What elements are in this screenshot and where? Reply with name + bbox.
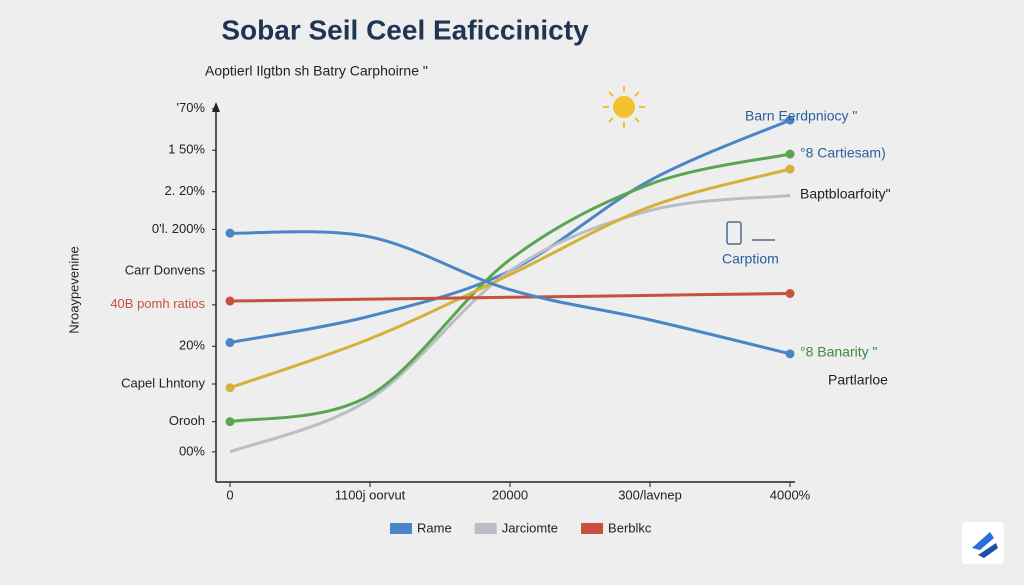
annotation: Carptiom bbox=[722, 251, 779, 267]
y-axis-arrow bbox=[212, 102, 220, 112]
y-tick-label: 0'l. 200% bbox=[152, 221, 206, 236]
y-tick-label: Capel Lhntony bbox=[121, 375, 205, 390]
x-tick-label: 20000 bbox=[492, 487, 528, 502]
y-tick-label: '70% bbox=[176, 100, 205, 115]
x-tick-label: 0 bbox=[226, 487, 233, 502]
annotation: Barn Eerdpniocy " bbox=[745, 108, 857, 124]
annotation: Partlarloe bbox=[828, 372, 888, 388]
chart-subtitle: Aoptierl Ilgtbn sh Batry Carphoirne " bbox=[205, 63, 428, 79]
y-tick-label: 00% bbox=[179, 443, 205, 458]
point-marker bbox=[225, 338, 235, 348]
point-marker bbox=[785, 289, 795, 298]
series-line bbox=[229, 152, 791, 424]
point-marker bbox=[225, 228, 235, 238]
series-line bbox=[229, 193, 791, 454]
logo bbox=[962, 522, 1004, 564]
legend-label: Berblkc bbox=[608, 520, 652, 535]
legend-swatch bbox=[390, 523, 412, 534]
point-marker bbox=[785, 164, 795, 174]
point-marker bbox=[225, 383, 235, 393]
point-marker bbox=[225, 417, 235, 427]
y-axis-label: Nroaypevenine bbox=[66, 246, 81, 333]
y-tick-label: 40B pomh ratios bbox=[110, 296, 205, 311]
sun-icon bbox=[603, 86, 645, 128]
annotation: °8 Cartiesam) bbox=[800, 145, 886, 161]
series-line bbox=[229, 167, 791, 390]
y-tick-label: Orooh bbox=[169, 413, 205, 428]
y-tick-label: 2. 20% bbox=[165, 183, 206, 198]
point-marker bbox=[785, 349, 795, 359]
legend-label: Rame bbox=[417, 520, 452, 535]
series-line bbox=[229, 230, 791, 356]
x-tick-label: 4000% bbox=[770, 487, 811, 502]
point-marker bbox=[225, 296, 235, 306]
legend-swatch bbox=[474, 523, 497, 534]
x-tick-label: 300/lavnep bbox=[618, 487, 682, 502]
legend-label: Jarciomte bbox=[502, 520, 558, 535]
point-marker bbox=[785, 115, 795, 125]
battery-icon bbox=[726, 221, 775, 245]
annotation: Baptbloarfoity" bbox=[800, 186, 891, 202]
y-tick-label: 20% bbox=[179, 338, 205, 353]
y-tick-label: 1 50% bbox=[168, 142, 205, 157]
x-tick-label: 1100j oorvut bbox=[335, 487, 406, 502]
chart-title: Sobar Seil Ceel Eaficcinicty bbox=[221, 14, 589, 45]
annotation: °8 Banarity " bbox=[800, 344, 878, 360]
legend-swatch bbox=[581, 523, 604, 534]
y-tick-label: Carr Donvens bbox=[125, 262, 206, 277]
point-marker bbox=[785, 149, 795, 159]
series-line bbox=[229, 292, 791, 303]
